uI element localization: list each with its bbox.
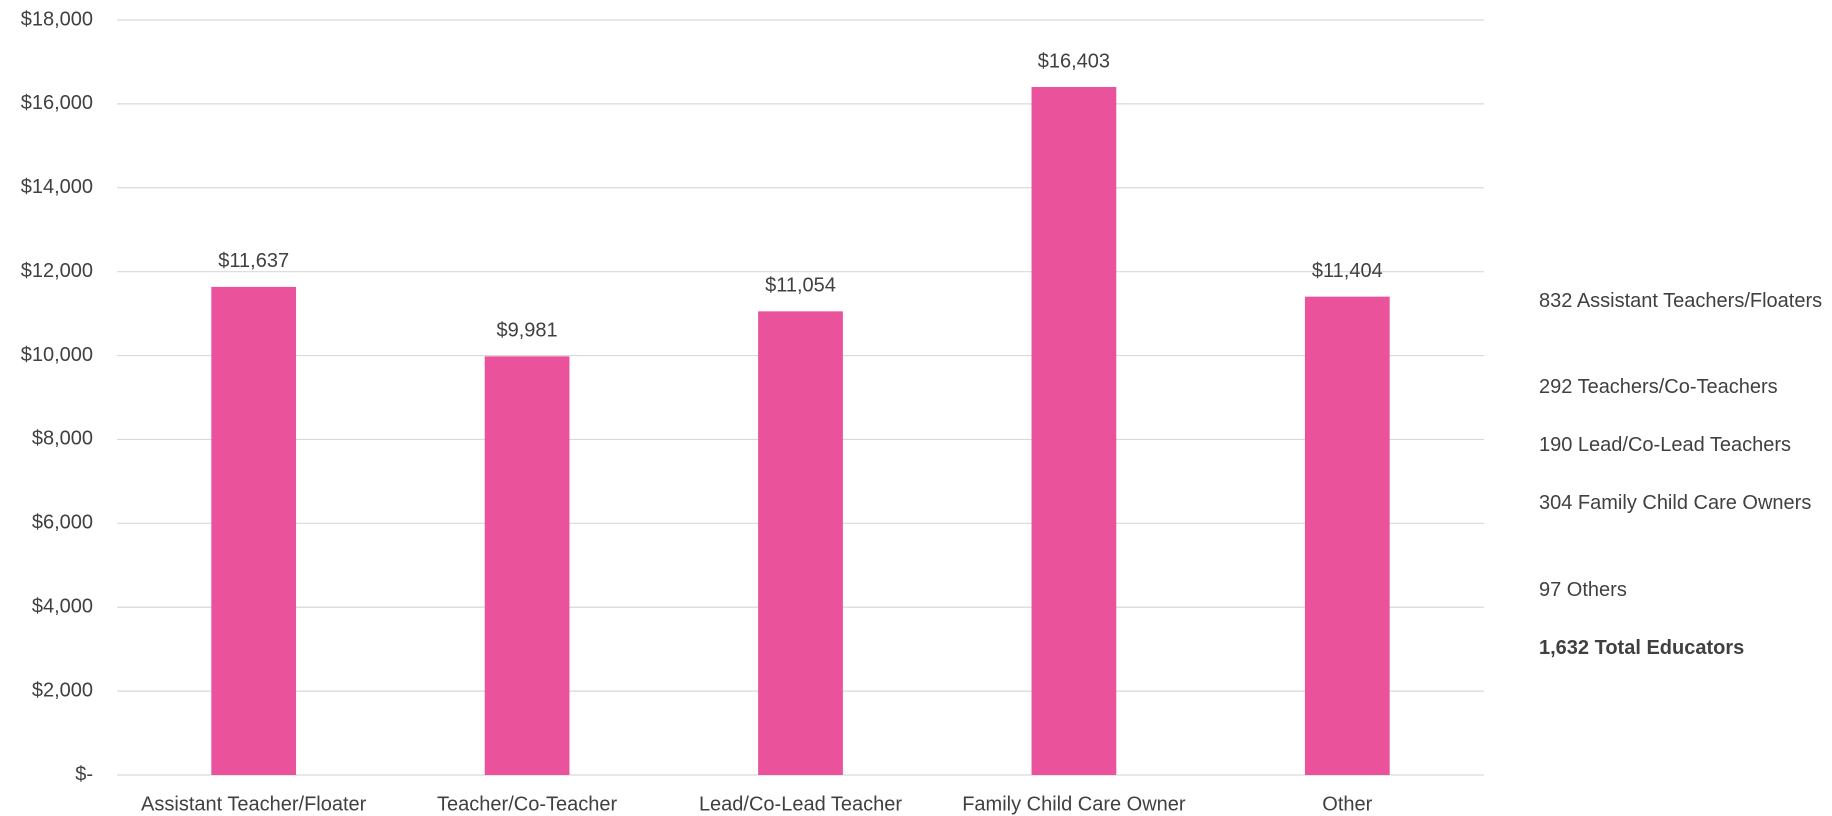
annotation: 304 Family Child Care Owners xyxy=(1539,492,1812,514)
y-tick-label: $18,000 xyxy=(21,8,93,30)
annotation: 190 Lead/Co-Lead Teachers xyxy=(1539,434,1792,456)
bar xyxy=(484,356,570,775)
annotation: 832 Assistant Teachers/Floaters xyxy=(1539,290,1823,312)
bar xyxy=(211,286,297,775)
data-label: $11,054 xyxy=(765,275,836,297)
bar xyxy=(758,311,843,775)
y-tick-label: $12,000 xyxy=(21,260,93,282)
annotation: 97 Others xyxy=(1539,579,1627,601)
total-annotation: 1,632 Total Educators xyxy=(1539,637,1745,659)
y-tick-label: $16,000 xyxy=(21,92,93,114)
y-tick-label: $10,000 xyxy=(21,344,93,366)
data-label: $11,404 xyxy=(1312,260,1383,282)
x-tick-label: Family Child Care Owner xyxy=(962,793,1186,815)
x-tick-label: Assistant Teacher/Floater xyxy=(141,793,367,815)
y-tick-label: $14,000 xyxy=(21,176,93,198)
y-tick-label: $2,000 xyxy=(32,679,93,701)
bar xyxy=(1304,296,1390,775)
x-tick-label: Other xyxy=(1322,793,1372,815)
y-tick-label: $4,000 xyxy=(32,596,93,618)
x-tick-label: Lead/Co-Lead Teacher xyxy=(699,793,902,815)
x-tick-label: Teacher/Co-Teacher xyxy=(437,793,617,815)
y-tick-label: $6,000 xyxy=(32,512,93,534)
y-tick-label: $- xyxy=(75,763,93,785)
data-label: $9,981 xyxy=(497,320,558,342)
bar xyxy=(1031,86,1117,775)
data-label: $11,637 xyxy=(218,250,289,272)
data-label: $16,403 xyxy=(1038,50,1110,72)
annotation: 292 Teachers/Co-Teachers xyxy=(1539,376,1778,398)
y-tick-label: $8,000 xyxy=(32,428,93,450)
